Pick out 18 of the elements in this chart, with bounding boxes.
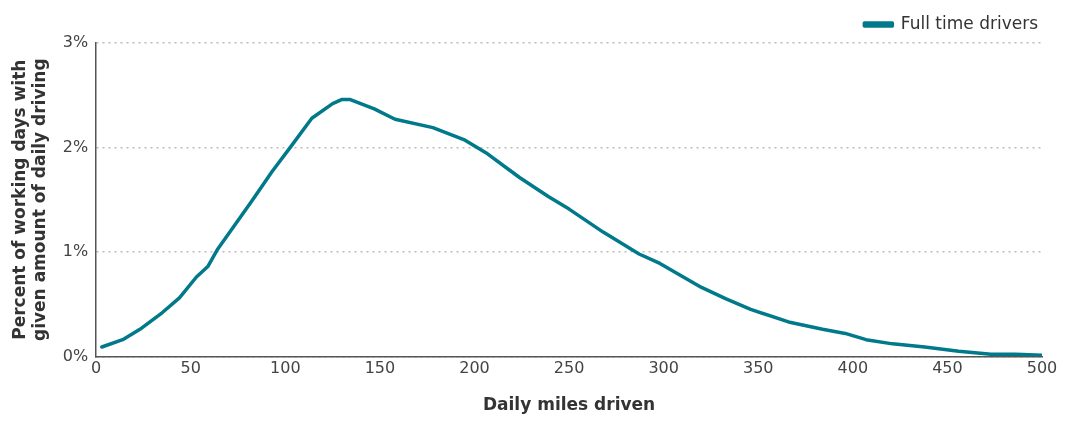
x-axis-title: Daily miles driven (482, 394, 656, 415)
y-tick-label: 2% (62, 136, 89, 156)
y-axis-title: Percent of working days with given amount of daily driving (8, 58, 50, 341)
x-tick-label: 50 (180, 358, 201, 378)
x-tick-label: 500 (1026, 358, 1058, 378)
y-tick-label: 0% (62, 345, 89, 365)
y-tick-label: 1% (62, 241, 89, 261)
x-tick-label: 100 (270, 358, 301, 378)
x-tick-label: 150 (364, 358, 396, 378)
legend-label: Full time drivers (900, 12, 1039, 33)
x-tick-label: 400 (837, 358, 869, 378)
x-tick-label: 350 (742, 358, 774, 378)
y-tick-label: 3% (62, 32, 89, 52)
x-tick-label: 0 (91, 358, 102, 378)
x-tick-label: 250 (553, 358, 585, 378)
x-tick-label: 300 (648, 358, 679, 378)
x-tick-label: 200 (459, 358, 490, 378)
x-tick-label: 450 (932, 358, 963, 378)
